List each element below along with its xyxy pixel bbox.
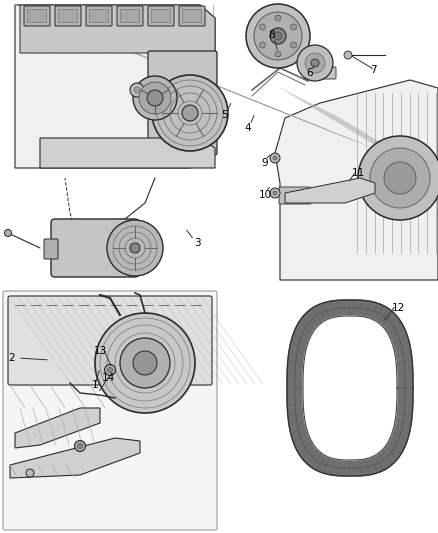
Text: 11: 11 (351, 168, 364, 178)
Text: 3: 3 (194, 238, 200, 248)
FancyBboxPatch shape (304, 67, 336, 79)
Polygon shape (15, 408, 100, 448)
FancyBboxPatch shape (55, 6, 81, 26)
Circle shape (358, 136, 438, 220)
FancyBboxPatch shape (8, 296, 212, 385)
FancyBboxPatch shape (59, 10, 78, 22)
Circle shape (133, 76, 177, 120)
Polygon shape (10, 438, 140, 478)
Circle shape (384, 162, 416, 194)
Circle shape (246, 4, 310, 68)
Text: 2: 2 (9, 353, 15, 363)
Circle shape (4, 230, 11, 237)
Circle shape (182, 105, 198, 121)
FancyBboxPatch shape (86, 6, 112, 26)
Circle shape (139, 82, 171, 114)
Polygon shape (15, 5, 215, 168)
Circle shape (270, 153, 280, 163)
Circle shape (290, 24, 297, 30)
Text: 1: 1 (92, 380, 98, 390)
FancyBboxPatch shape (28, 10, 46, 22)
Circle shape (107, 220, 163, 276)
Circle shape (105, 365, 116, 376)
Circle shape (134, 87, 140, 93)
Circle shape (130, 243, 140, 253)
Text: 8: 8 (268, 30, 276, 40)
FancyBboxPatch shape (117, 6, 143, 26)
Circle shape (130, 83, 144, 97)
Polygon shape (285, 178, 375, 203)
Polygon shape (20, 5, 215, 53)
Text: 9: 9 (261, 158, 268, 168)
Text: 12: 12 (392, 303, 405, 313)
Circle shape (270, 28, 286, 44)
FancyBboxPatch shape (44, 239, 58, 259)
Text: 13: 13 (93, 346, 106, 356)
Circle shape (305, 53, 325, 73)
Circle shape (274, 32, 282, 40)
Circle shape (370, 148, 430, 208)
Text: 4: 4 (245, 123, 251, 133)
Circle shape (344, 51, 352, 59)
Polygon shape (303, 316, 397, 460)
FancyBboxPatch shape (89, 10, 109, 22)
Circle shape (26, 469, 34, 477)
Polygon shape (287, 300, 413, 476)
Circle shape (259, 42, 265, 48)
Text: 10: 10 (258, 190, 272, 200)
FancyBboxPatch shape (148, 51, 217, 155)
FancyBboxPatch shape (179, 6, 205, 26)
Circle shape (311, 59, 319, 67)
Circle shape (147, 90, 163, 106)
Circle shape (95, 313, 195, 413)
Text: 5: 5 (221, 110, 227, 120)
Circle shape (74, 440, 85, 451)
FancyBboxPatch shape (51, 219, 139, 277)
FancyBboxPatch shape (3, 291, 217, 530)
FancyBboxPatch shape (120, 10, 139, 22)
Circle shape (259, 24, 265, 30)
Circle shape (273, 191, 277, 195)
FancyBboxPatch shape (148, 6, 174, 26)
Text: 7: 7 (370, 65, 376, 75)
FancyBboxPatch shape (24, 6, 50, 26)
Circle shape (275, 15, 281, 21)
Polygon shape (275, 80, 438, 280)
Circle shape (152, 75, 228, 151)
Circle shape (297, 45, 333, 81)
Circle shape (290, 42, 297, 48)
Circle shape (133, 351, 157, 375)
Circle shape (78, 443, 82, 448)
Text: 14: 14 (101, 373, 115, 383)
FancyBboxPatch shape (183, 10, 201, 22)
FancyBboxPatch shape (152, 10, 170, 22)
Circle shape (107, 367, 113, 373)
Text: 6: 6 (307, 68, 313, 78)
Circle shape (254, 12, 302, 60)
Circle shape (275, 51, 281, 57)
Circle shape (273, 156, 277, 160)
Polygon shape (40, 138, 215, 168)
FancyBboxPatch shape (279, 187, 311, 204)
Circle shape (270, 188, 280, 198)
Circle shape (120, 338, 170, 388)
